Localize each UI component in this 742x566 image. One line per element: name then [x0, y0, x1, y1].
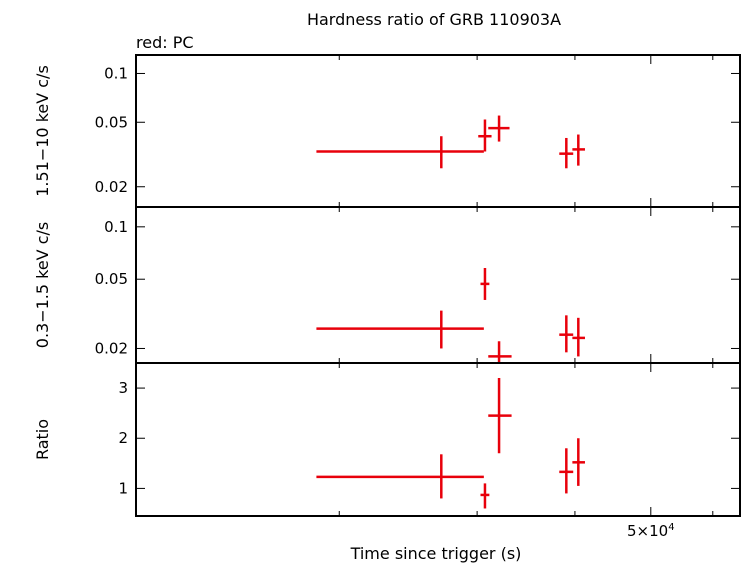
y-axis-label: Ratio [33, 419, 52, 460]
chart-title: Hardness ratio of GRB 110903A [307, 10, 561, 29]
data-point [488, 378, 512, 454]
y-tick-label: 1 [118, 479, 128, 497]
y-tick-label: 2 [118, 429, 128, 447]
y-tick-label: 0.1 [104, 64, 128, 82]
x-tick-label: 5×104 [627, 522, 675, 540]
y-tick-label: 0.05 [95, 270, 128, 288]
data-point [572, 438, 585, 486]
data-point [559, 315, 574, 353]
y-tick-label: 0.02 [95, 339, 128, 357]
data-point [559, 448, 574, 494]
y-tick-label: 0.02 [95, 178, 128, 196]
data-point [572, 134, 585, 166]
data-point [488, 115, 510, 142]
data-point [480, 483, 490, 509]
panel-frame [135, 54, 741, 208]
data-point [316, 310, 484, 349]
panel-3: 1 2 3 Ratio [33, 362, 741, 517]
data-point [316, 136, 484, 169]
data-point [488, 341, 512, 363]
x-axis-label: Time since trigger (s) [350, 544, 522, 563]
y-axis-label: 1.51−10 keV c/s [33, 65, 52, 197]
y-axis-label: 0.3−1.5 keV c/s [33, 222, 52, 348]
legend-text: red: PC [136, 33, 194, 52]
panels-group: 0.02 0.05 0.1 1.51−10 keV c/s 0.02 0.05 0.1 0.3… [33, 54, 741, 540]
y-tick-label: 0.1 [104, 218, 128, 236]
data-point [478, 119, 492, 152]
data-point [559, 137, 574, 169]
y-tick-label: 0.05 [95, 113, 128, 131]
y-tick-label: 3 [118, 379, 128, 397]
data-point [480, 267, 490, 300]
panel-frame [135, 206, 741, 364]
data-point [572, 317, 585, 357]
panel-1: 0.02 0.05 0.1 1.51−10 keV c/s [33, 54, 741, 208]
panel-2: 0.02 0.05 0.1 0.3−1.5 keV c/s [33, 206, 741, 364]
panel-frame [135, 362, 741, 517]
data-point [316, 454, 484, 499]
